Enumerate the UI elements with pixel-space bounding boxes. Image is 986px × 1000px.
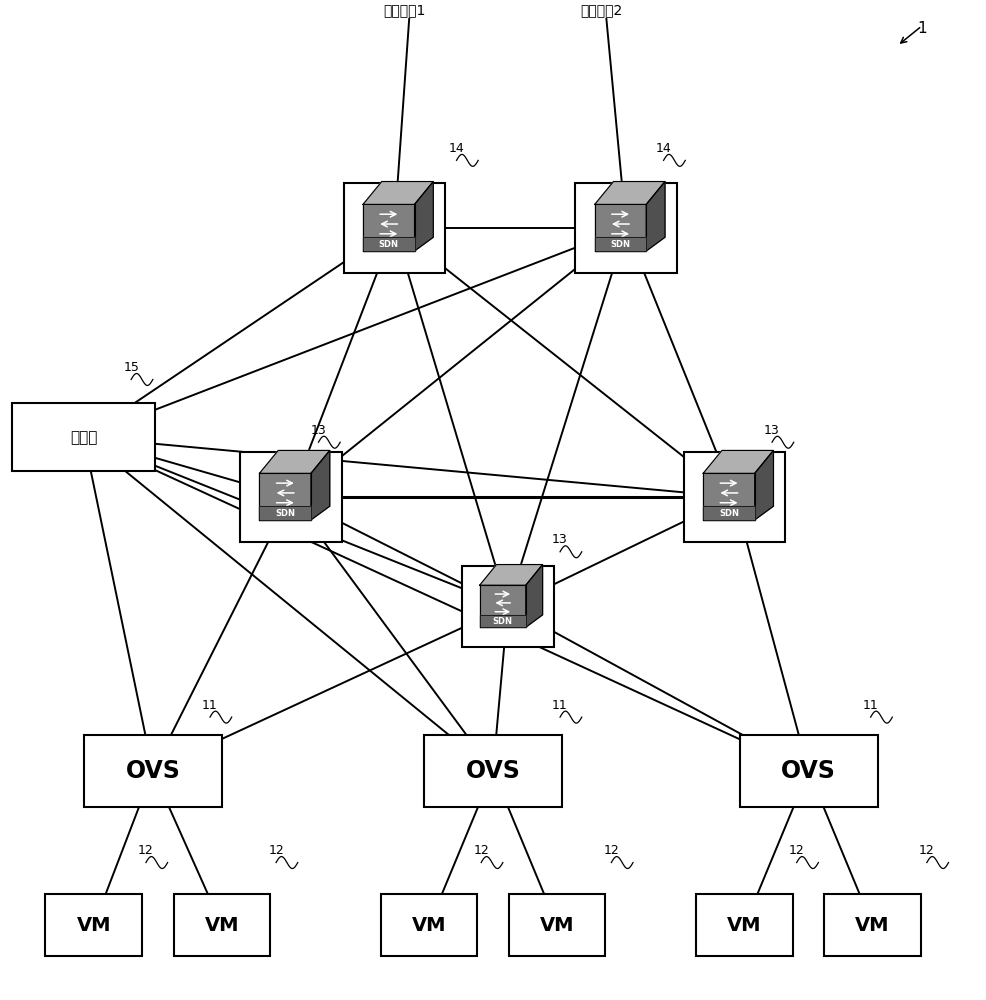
Bar — [696, 894, 793, 956]
Bar — [509, 894, 605, 956]
Polygon shape — [703, 450, 773, 473]
Text: 11: 11 — [863, 699, 879, 712]
Polygon shape — [480, 615, 526, 627]
Text: OVS: OVS — [781, 759, 836, 783]
Bar — [824, 894, 921, 956]
Text: 12: 12 — [789, 844, 805, 857]
Text: SDN: SDN — [379, 240, 398, 249]
Polygon shape — [259, 450, 329, 473]
Polygon shape — [311, 450, 329, 520]
Text: 15: 15 — [123, 361, 139, 374]
Text: VM: VM — [856, 916, 889, 935]
Text: SDN: SDN — [719, 509, 739, 518]
Bar — [424, 735, 562, 807]
Polygon shape — [754, 450, 773, 520]
Text: 12: 12 — [603, 844, 619, 857]
Polygon shape — [363, 182, 433, 204]
Bar — [344, 183, 446, 273]
Text: 11: 11 — [552, 699, 568, 712]
Text: 12: 12 — [919, 844, 935, 857]
Bar — [13, 403, 156, 471]
Polygon shape — [526, 565, 542, 627]
Polygon shape — [363, 204, 414, 251]
Text: 13: 13 — [552, 533, 568, 546]
Text: 外网出口1: 外网出口1 — [384, 3, 425, 17]
Text: SDN: SDN — [493, 617, 513, 626]
Polygon shape — [703, 506, 754, 520]
Text: 14: 14 — [449, 142, 464, 155]
Text: 控制器: 控制器 — [70, 430, 98, 445]
Polygon shape — [646, 182, 665, 251]
Text: SDN: SDN — [610, 240, 630, 249]
Polygon shape — [595, 204, 646, 251]
Text: 13: 13 — [764, 424, 780, 437]
Bar — [84, 735, 222, 807]
Text: OVS: OVS — [465, 759, 521, 783]
Bar — [461, 566, 554, 647]
Polygon shape — [595, 182, 665, 204]
Text: OVS: OVS — [125, 759, 180, 783]
Text: 12: 12 — [138, 844, 154, 857]
Bar — [174, 894, 270, 956]
Polygon shape — [259, 473, 311, 520]
Text: 1: 1 — [917, 21, 927, 36]
Text: 12: 12 — [268, 844, 284, 857]
Text: 11: 11 — [202, 699, 218, 712]
Text: 12: 12 — [473, 844, 489, 857]
Polygon shape — [259, 506, 311, 520]
Polygon shape — [363, 237, 414, 251]
Bar — [45, 894, 142, 956]
Text: VM: VM — [728, 916, 761, 935]
Bar — [576, 183, 676, 273]
Bar — [241, 452, 342, 542]
Polygon shape — [414, 182, 433, 251]
Bar — [684, 452, 785, 542]
Polygon shape — [703, 473, 754, 520]
Bar — [381, 894, 477, 956]
Text: 外网出口2: 外网出口2 — [581, 3, 622, 17]
Text: VM: VM — [205, 916, 239, 935]
Text: SDN: SDN — [275, 509, 295, 518]
Text: 14: 14 — [656, 142, 671, 155]
Polygon shape — [480, 565, 542, 585]
Text: VM: VM — [412, 916, 446, 935]
Text: VM: VM — [540, 916, 574, 935]
Polygon shape — [595, 237, 646, 251]
Polygon shape — [480, 585, 526, 627]
Bar — [740, 735, 878, 807]
Text: 13: 13 — [311, 424, 326, 437]
Text: VM: VM — [77, 916, 110, 935]
